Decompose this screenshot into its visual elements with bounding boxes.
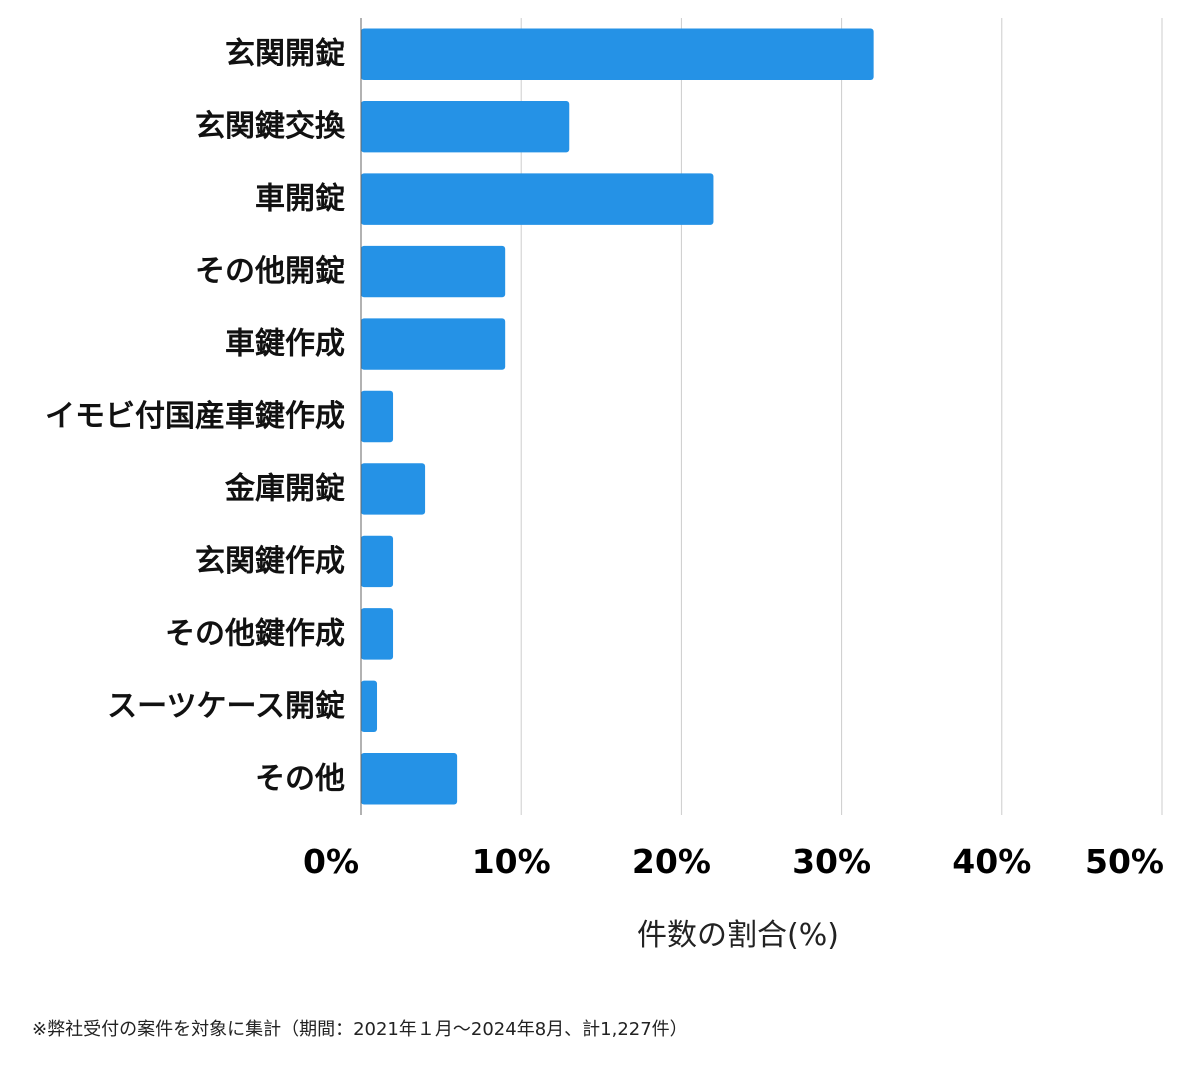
bar <box>361 753 458 805</box>
x-tick-label: 0% <box>303 842 359 881</box>
category-label: 車鍵作成 <box>225 327 345 362</box>
bar <box>361 390 394 443</box>
category-label: 玄関開錠 <box>225 37 345 72</box>
gridlines <box>520 18 1163 815</box>
bar <box>361 245 506 298</box>
x-tick-label: 10% <box>472 842 551 881</box>
bar <box>361 608 394 660</box>
category-label: その他 <box>255 761 345 796</box>
category-label: 玄関鍵作成 <box>195 544 345 579</box>
bar-chart: 玄関開錠玄関鍵交換車開錠その他開錠車鍵作成イモビ付国産車鍵作成金庫開錠玄関鍵作成… <box>45 18 1164 953</box>
x-tick-labels: 0% 10% 20% 30% 40% 50% <box>303 842 1164 881</box>
bars <box>361 28 874 805</box>
category-label: その他鍵作成 <box>165 616 345 651</box>
category-label: その他開錠 <box>195 254 345 289</box>
category-label: スーツケース開錠 <box>107 689 345 724</box>
x-axis-title: 件数の割合(%) <box>637 918 839 953</box>
footnote: ※弊社受付の案件を対象に集計（期間：2021年１月〜2024年8月、計1,227… <box>32 1019 688 1040</box>
bar <box>361 28 874 80</box>
x-tick-label: 40% <box>952 842 1031 881</box>
bar <box>361 173 714 225</box>
bar <box>361 463 426 515</box>
bar <box>361 535 394 588</box>
bar <box>361 318 506 370</box>
category-label: イモビ付国産車鍵作成 <box>45 399 345 434</box>
category-labels: 玄関開錠玄関鍵交換車開錠その他開錠車鍵作成イモビ付国産車鍵作成金庫開錠玄関鍵作成… <box>45 37 346 797</box>
bar <box>361 680 378 733</box>
category-label: 玄関鍵交換 <box>195 109 346 144</box>
x-tick-label: 20% <box>632 842 711 881</box>
category-label: 金庫開錠 <box>224 471 345 506</box>
x-tick-label: 50% <box>1085 842 1164 881</box>
x-tick-label: 30% <box>792 842 871 881</box>
category-label: 車開錠 <box>255 182 345 217</box>
bar <box>361 100 570 153</box>
